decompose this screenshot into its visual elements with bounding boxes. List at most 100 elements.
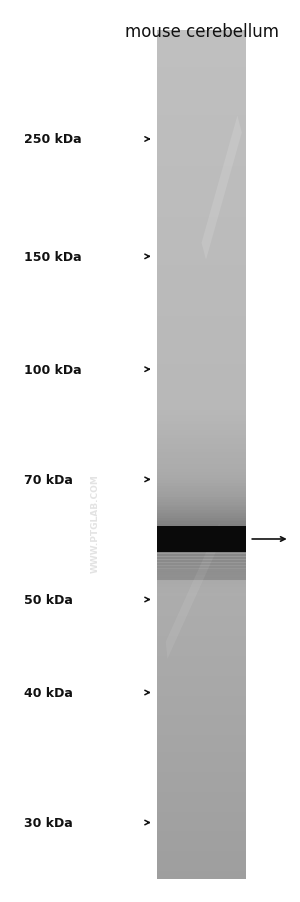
Bar — [157, 511, 246, 515]
Bar — [157, 678, 246, 682]
Bar — [157, 607, 246, 611]
Bar — [157, 115, 246, 119]
Bar — [157, 502, 246, 506]
Bar — [157, 796, 246, 800]
Bar — [157, 712, 246, 715]
Bar — [157, 378, 246, 382]
Bar — [157, 113, 246, 116]
Bar — [157, 505, 246, 508]
Bar — [157, 215, 246, 218]
Bar — [157, 661, 246, 665]
Text: mouse cerebellum: mouse cerebellum — [124, 23, 278, 41]
Bar — [157, 497, 246, 500]
Bar — [157, 527, 246, 552]
Bar — [157, 566, 246, 569]
Bar — [157, 45, 246, 49]
Bar — [157, 452, 246, 456]
Bar — [157, 706, 246, 710]
Bar — [157, 410, 246, 413]
Bar — [157, 240, 246, 244]
Bar — [157, 766, 246, 769]
Bar — [157, 802, 246, 806]
Bar — [157, 118, 246, 122]
Bar — [157, 231, 246, 235]
Bar — [157, 831, 246, 834]
Bar — [157, 624, 246, 628]
Bar — [157, 155, 246, 159]
Bar — [157, 749, 246, 752]
Bar — [157, 861, 246, 865]
Bar — [157, 342, 246, 345]
Bar — [157, 355, 246, 359]
Bar — [157, 76, 246, 79]
Bar — [157, 655, 246, 659]
Bar — [157, 257, 246, 261]
Bar — [157, 282, 246, 286]
Text: 40 kDa: 40 kDa — [24, 686, 73, 699]
Bar — [157, 192, 246, 196]
Bar — [157, 39, 246, 43]
Bar — [157, 548, 246, 552]
Bar — [157, 808, 246, 812]
Bar — [157, 692, 246, 695]
Bar — [157, 443, 246, 447]
Bar — [157, 599, 246, 603]
Bar — [157, 220, 246, 224]
Bar — [157, 610, 246, 613]
Bar — [157, 68, 246, 71]
Bar — [157, 779, 246, 783]
Bar — [157, 695, 246, 698]
Bar — [157, 170, 246, 173]
Bar — [157, 424, 246, 428]
Bar — [157, 701, 246, 704]
Text: 50 kDa: 50 kDa — [24, 594, 73, 606]
Bar — [157, 98, 246, 102]
Bar — [157, 223, 246, 226]
Bar — [157, 138, 246, 142]
Bar — [157, 364, 246, 368]
Bar — [157, 200, 246, 204]
Bar — [157, 575, 246, 578]
Bar — [157, 723, 246, 727]
Bar — [157, 475, 246, 478]
Bar — [157, 73, 246, 77]
Bar — [157, 819, 246, 823]
Bar — [157, 435, 246, 438]
Bar — [157, 519, 246, 521]
Bar — [157, 107, 246, 111]
Bar — [157, 316, 246, 320]
Bar — [157, 630, 246, 633]
Bar — [157, 208, 246, 213]
Bar — [157, 81, 246, 86]
Bar — [157, 398, 246, 401]
Bar — [157, 681, 246, 685]
Bar — [157, 517, 246, 520]
Bar — [157, 85, 246, 88]
Bar — [157, 746, 246, 750]
Bar — [157, 457, 246, 461]
Bar — [157, 502, 246, 505]
Bar — [157, 636, 246, 640]
Bar — [157, 189, 246, 193]
Bar — [157, 265, 246, 269]
Bar — [157, 336, 246, 340]
Bar — [157, 463, 246, 467]
Bar — [157, 590, 246, 593]
Text: 100 kDa: 100 kDa — [24, 364, 82, 376]
Bar — [157, 521, 246, 524]
Bar — [157, 788, 246, 792]
Bar — [157, 474, 246, 478]
Bar — [157, 497, 246, 501]
Bar — [157, 478, 246, 481]
Bar — [157, 70, 246, 74]
Bar — [157, 217, 246, 221]
Bar — [157, 489, 246, 492]
Bar — [157, 492, 246, 495]
Bar — [157, 480, 246, 483]
Bar — [157, 590, 246, 594]
Bar — [157, 822, 246, 825]
Bar — [157, 864, 246, 868]
Bar — [157, 412, 246, 416]
Bar — [157, 262, 246, 266]
Bar — [157, 539, 246, 543]
